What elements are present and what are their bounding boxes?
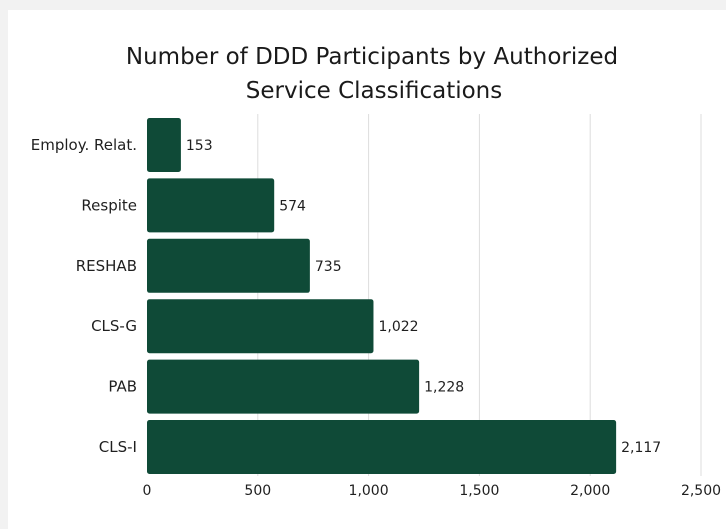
value-label: 1,022 — [378, 319, 418, 335]
category-label: CLS-I — [99, 438, 137, 456]
x-tick-label: 500 — [244, 483, 271, 499]
category-label: Respite — [81, 196, 137, 214]
bar — [147, 118, 181, 172]
chart-title: Number of DDD Participants by Authorized… — [8, 40, 726, 108]
bar — [147, 359, 420, 414]
category-labels: Employ. Relat. Respite RESHAB CLS-G PAB CLS-I — [31, 136, 137, 456]
x-tick-label: 1,500 — [459, 483, 499, 499]
value-label: 2,117 — [621, 440, 661, 456]
x-tick-label: 2,000 — [570, 483, 610, 499]
chart-title-line-1: Number of DDD Participants by Authorized — [125, 44, 619, 70]
x-tick-label: 1,000 — [349, 483, 389, 499]
value-label: 153 — [186, 138, 213, 154]
category-label: RESHAB — [76, 257, 137, 275]
bar — [147, 420, 617, 474]
bar — [147, 238, 310, 293]
x-tick-labels: 0 500 1,000 1,500 2,000 2,500 — [143, 483, 722, 499]
x-tick-label: 2,500 — [681, 483, 721, 499]
value-labels: 153 574 735 1,022 1,228 2,117 — [186, 138, 661, 456]
category-label: Employ. Relat. — [31, 136, 137, 154]
bar — [147, 178, 275, 233]
value-label: 1,228 — [424, 380, 464, 396]
x-tick-label: 0 — [143, 483, 152, 499]
category-label: PAB — [108, 378, 137, 396]
value-label: 574 — [279, 198, 306, 214]
chart-frame: Number of DDD Participants by Authorized… — [8, 10, 726, 529]
category-label: CLS-G — [91, 317, 137, 335]
gridlines — [257, 114, 702, 476]
bar — [147, 299, 374, 354]
bars — [147, 118, 617, 474]
value-label: 735 — [315, 259, 342, 275]
chart-title-line-2: Service Classifications — [245, 78, 503, 104]
bar-chart: Employ. Relat. Respite RESHAB CLS-G PAB CLS-I… — [31, 114, 722, 499]
